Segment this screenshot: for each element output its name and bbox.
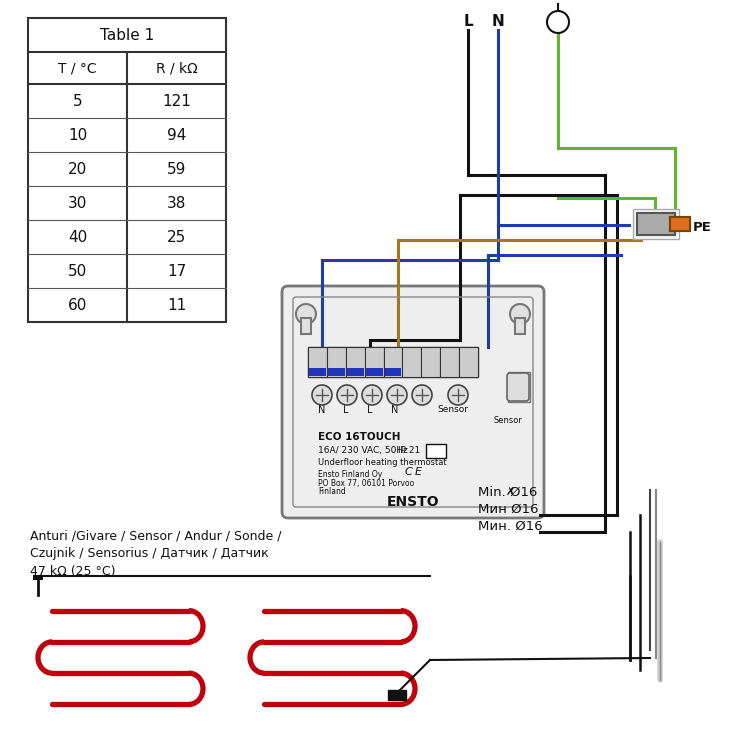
Bar	[346, 347, 365, 377]
Text: ENSTO: ENSTO	[387, 495, 440, 509]
Bar	[515, 318, 525, 334]
Text: Sensor: Sensor	[493, 415, 523, 425]
Text: Мин. Ø16: Мин. Ø16	[478, 519, 542, 533]
Text: L: L	[344, 405, 349, 415]
Bar	[346, 368, 363, 376]
Text: 16A/ 230 VAC, 50Hz: 16A/ 230 VAC, 50Hz	[318, 445, 408, 454]
Bar	[28, 18, 226, 322]
Circle shape	[387, 385, 407, 405]
Text: PO Box 77, 06101 Porvoo: PO Box 77, 06101 Porvoo	[318, 479, 414, 488]
Circle shape	[547, 11, 569, 33]
Bar	[365, 347, 384, 377]
Text: N: N	[319, 405, 326, 415]
Text: 25: 25	[167, 229, 186, 244]
Text: 94: 94	[167, 127, 186, 143]
Text: 60: 60	[68, 297, 87, 312]
Bar	[459, 347, 478, 377]
FancyBboxPatch shape	[507, 373, 529, 401]
Bar	[637, 213, 675, 235]
FancyBboxPatch shape	[282, 286, 544, 518]
Bar	[384, 347, 402, 377]
Text: 50: 50	[68, 263, 87, 278]
Text: 17: 17	[167, 263, 186, 278]
Circle shape	[510, 304, 530, 324]
Bar	[385, 368, 401, 376]
Bar	[633, 209, 679, 239]
Text: ECO 16TOUCH: ECO 16TOUCH	[318, 432, 401, 442]
Text: R / kΩ: R / kΩ	[156, 61, 197, 75]
Text: Min. Ø16: Min. Ø16	[478, 485, 537, 499]
Bar	[308, 347, 478, 377]
Bar	[388, 690, 406, 700]
Text: C: C	[404, 467, 412, 477]
Text: T / °C: T / °C	[58, 61, 97, 75]
Text: 30: 30	[68, 195, 87, 210]
Text: L: L	[463, 14, 473, 29]
Bar	[426, 444, 446, 458]
Text: 121: 121	[162, 93, 191, 109]
Text: N: N	[492, 14, 504, 29]
Bar	[33, 575, 43, 580]
Text: E: E	[415, 467, 421, 477]
Bar	[308, 347, 327, 377]
Text: 59: 59	[167, 161, 186, 177]
Text: 5: 5	[73, 93, 82, 109]
Text: 20: 20	[68, 161, 87, 177]
Bar	[327, 347, 346, 377]
Text: 40: 40	[68, 229, 87, 244]
Circle shape	[362, 385, 382, 405]
Text: PE: PE	[693, 221, 712, 234]
Circle shape	[337, 385, 357, 405]
Bar	[440, 347, 459, 377]
Bar	[508, 372, 530, 402]
Text: IP 21: IP 21	[398, 445, 421, 454]
Text: Ensto Finland Oy: Ensto Finland Oy	[318, 469, 382, 479]
Text: Finland: Finland	[318, 488, 346, 497]
Text: T25: T25	[428, 445, 445, 454]
Text: Underfloor heating thermostat: Underfloor heating thermostat	[318, 457, 446, 466]
Bar	[637, 213, 675, 235]
Text: Czujnik / Sensorius / Датчик / Датчик: Czujnik / Sensorius / Датчик / Датчик	[30, 548, 269, 560]
Circle shape	[312, 385, 332, 405]
Text: N: N	[391, 405, 399, 415]
Bar	[301, 318, 311, 334]
Text: Table 1: Table 1	[100, 27, 154, 42]
Text: 38: 38	[167, 195, 186, 210]
Text: Sensor: Sensor	[437, 405, 468, 414]
Text: Мин Ø16: Мин Ø16	[478, 502, 539, 516]
Text: ✗: ✗	[505, 487, 515, 497]
Text: Anturi /Givare / Sensor / Andur / Sonde /: Anturi /Givare / Sensor / Andur / Sonde …	[30, 530, 282, 542]
Circle shape	[296, 304, 316, 324]
Circle shape	[412, 385, 432, 405]
Bar	[366, 368, 382, 376]
Bar	[670, 217, 690, 231]
Text: 11: 11	[167, 297, 186, 312]
Bar	[309, 368, 326, 376]
Text: 10: 10	[68, 127, 87, 143]
Bar	[402, 347, 421, 377]
Text: L: L	[367, 405, 373, 415]
Circle shape	[448, 385, 468, 405]
Bar	[670, 217, 690, 231]
Bar	[328, 368, 345, 376]
Bar	[421, 347, 440, 377]
Text: 47 kΩ (25 °C): 47 kΩ (25 °C)	[30, 565, 115, 579]
